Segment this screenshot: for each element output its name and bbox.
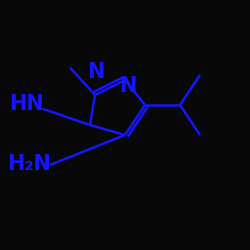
Text: H₂N: H₂N (7, 154, 51, 174)
Text: N: N (119, 76, 136, 96)
Text: HN: HN (9, 94, 44, 114)
Text: N: N (88, 62, 105, 82)
